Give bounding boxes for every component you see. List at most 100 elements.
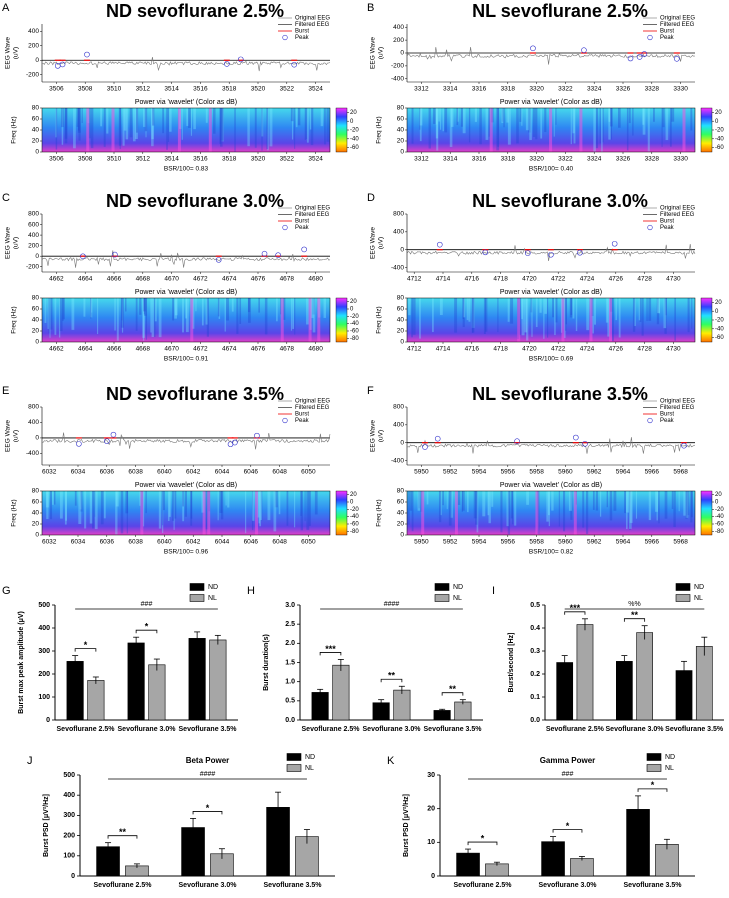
peak-illustration xyxy=(261,250,268,257)
spectrogram-texture xyxy=(74,491,77,506)
error-bar xyxy=(550,836,557,847)
spectrogram-texture xyxy=(120,491,124,534)
spectrogram-texture xyxy=(89,491,93,524)
colorbar-tick-label: -20 xyxy=(350,128,359,134)
significance-label: ** xyxy=(631,610,639,620)
spectrogram-texture xyxy=(690,108,693,131)
x-tick-label: 5962 xyxy=(587,469,602,476)
legend-swatch xyxy=(434,583,450,591)
peak-illustration xyxy=(54,63,61,69)
x-tick-label: 5950 xyxy=(414,469,429,476)
spectrogram-texture xyxy=(135,298,138,331)
spectrogram-texture xyxy=(190,298,194,342)
x-tick-label: 3512 xyxy=(136,156,151,163)
spectrogram-texture xyxy=(629,491,633,523)
spectrogram-texture xyxy=(115,491,118,535)
spectrogram-texture xyxy=(572,298,575,319)
spectrogram-texture xyxy=(151,298,155,338)
panel-letter: B xyxy=(367,2,374,14)
spectrogram-texture xyxy=(227,491,230,508)
spectrogram-texture xyxy=(457,108,459,122)
spectrogram-texture xyxy=(409,491,413,511)
spectrogram-texture xyxy=(647,108,650,152)
spectrogram-texture xyxy=(454,491,458,535)
spectrogram-texture xyxy=(144,108,148,132)
x-tick-label: 3508 xyxy=(78,156,93,163)
spectrogram-texture xyxy=(300,491,304,531)
x-tick-label: 3522 xyxy=(280,156,295,163)
spectrogram-texture xyxy=(489,108,493,152)
significance-bracket xyxy=(441,692,464,696)
spectrogram-texture xyxy=(552,298,555,318)
spectrogram-texture xyxy=(446,491,448,510)
y-tick-label: 0 xyxy=(431,873,435,880)
spectrogram-texture xyxy=(205,108,208,123)
x-tick-label: 5952 xyxy=(443,469,458,476)
spectrogram-texture xyxy=(190,491,193,519)
spectrogram-texture xyxy=(487,491,490,516)
spectrogram xyxy=(42,491,330,535)
peak-illustration xyxy=(291,61,298,68)
spectrogram-texture xyxy=(563,298,566,338)
spectrogram-texture xyxy=(46,491,49,520)
x-tick-label: Sevoflurane 3.5% xyxy=(179,726,238,733)
spectrogram-title: Power via 'wavelet' (Color as dB) xyxy=(500,482,602,489)
spectrogram-texture xyxy=(661,108,663,147)
y-axis-label: Freq (Hz) xyxy=(376,116,383,143)
legend-label: Peak xyxy=(295,35,310,41)
error-bar xyxy=(214,634,221,645)
spectrogram-texture xyxy=(543,298,545,339)
error-bar xyxy=(275,791,282,823)
y-tick-label: 1.5 xyxy=(285,659,295,666)
spectrogram-texture xyxy=(628,108,631,124)
y-tick-label: 400 xyxy=(393,229,404,236)
x-tick-label: 5966 xyxy=(645,539,660,546)
spectrogram-texture xyxy=(674,298,676,341)
spectrogram-texture xyxy=(544,298,547,314)
spectrogram-texture xyxy=(259,491,262,527)
spectrogram-texture xyxy=(671,108,675,122)
bar xyxy=(188,638,206,721)
legend-label: Peak xyxy=(295,418,310,424)
spectrogram-texture xyxy=(593,108,596,152)
x-tick-label: 5960 xyxy=(558,539,573,546)
legend-label: ND xyxy=(208,584,218,591)
bar xyxy=(695,646,713,721)
x-tick-label: 4668 xyxy=(136,276,151,283)
spectrogram-texture xyxy=(558,491,560,527)
spectrogram-texture xyxy=(267,491,271,521)
spectrogram-texture xyxy=(78,108,80,131)
y-tick-label: 0 xyxy=(35,57,39,64)
x-tick-label: 4664 xyxy=(78,276,93,283)
error-bar xyxy=(635,795,642,823)
bar xyxy=(127,642,145,721)
spectrogram-texture xyxy=(449,108,453,147)
significance-bracket xyxy=(380,678,403,683)
colorbar xyxy=(700,107,713,153)
x-tick-label: 4674 xyxy=(222,346,237,353)
eeg-trace xyxy=(406,243,696,262)
spectrogram-texture xyxy=(521,298,523,320)
spectrogram-texture xyxy=(161,491,164,526)
panel-letter: G xyxy=(2,585,11,597)
y-tick-label: 0 xyxy=(35,339,39,346)
spectrogram-texture xyxy=(190,108,192,136)
spectrogram-texture xyxy=(254,108,257,148)
y-tick-label: 800 xyxy=(28,404,39,411)
legend-label: Peak xyxy=(295,225,310,231)
x-tick-label: 4670 xyxy=(164,346,179,353)
spectrogram-texture xyxy=(152,108,155,126)
peak-illustration xyxy=(436,241,443,248)
colorbar-tick-label: -40 xyxy=(350,136,359,142)
spectrogram-texture xyxy=(435,108,439,139)
x-tick-label: 5958 xyxy=(529,539,544,546)
x-tick-label: 4666 xyxy=(107,346,122,353)
x-tick-label: 4716 xyxy=(465,276,480,283)
x-tick-label: 3328 xyxy=(645,156,660,163)
y-axis-label: Freq (Hz) xyxy=(376,499,383,526)
spectrogram-texture xyxy=(521,298,525,336)
y-tick-label: 0 xyxy=(35,253,39,260)
spectrogram-texture xyxy=(217,298,220,317)
spectrogram-texture xyxy=(306,298,309,325)
